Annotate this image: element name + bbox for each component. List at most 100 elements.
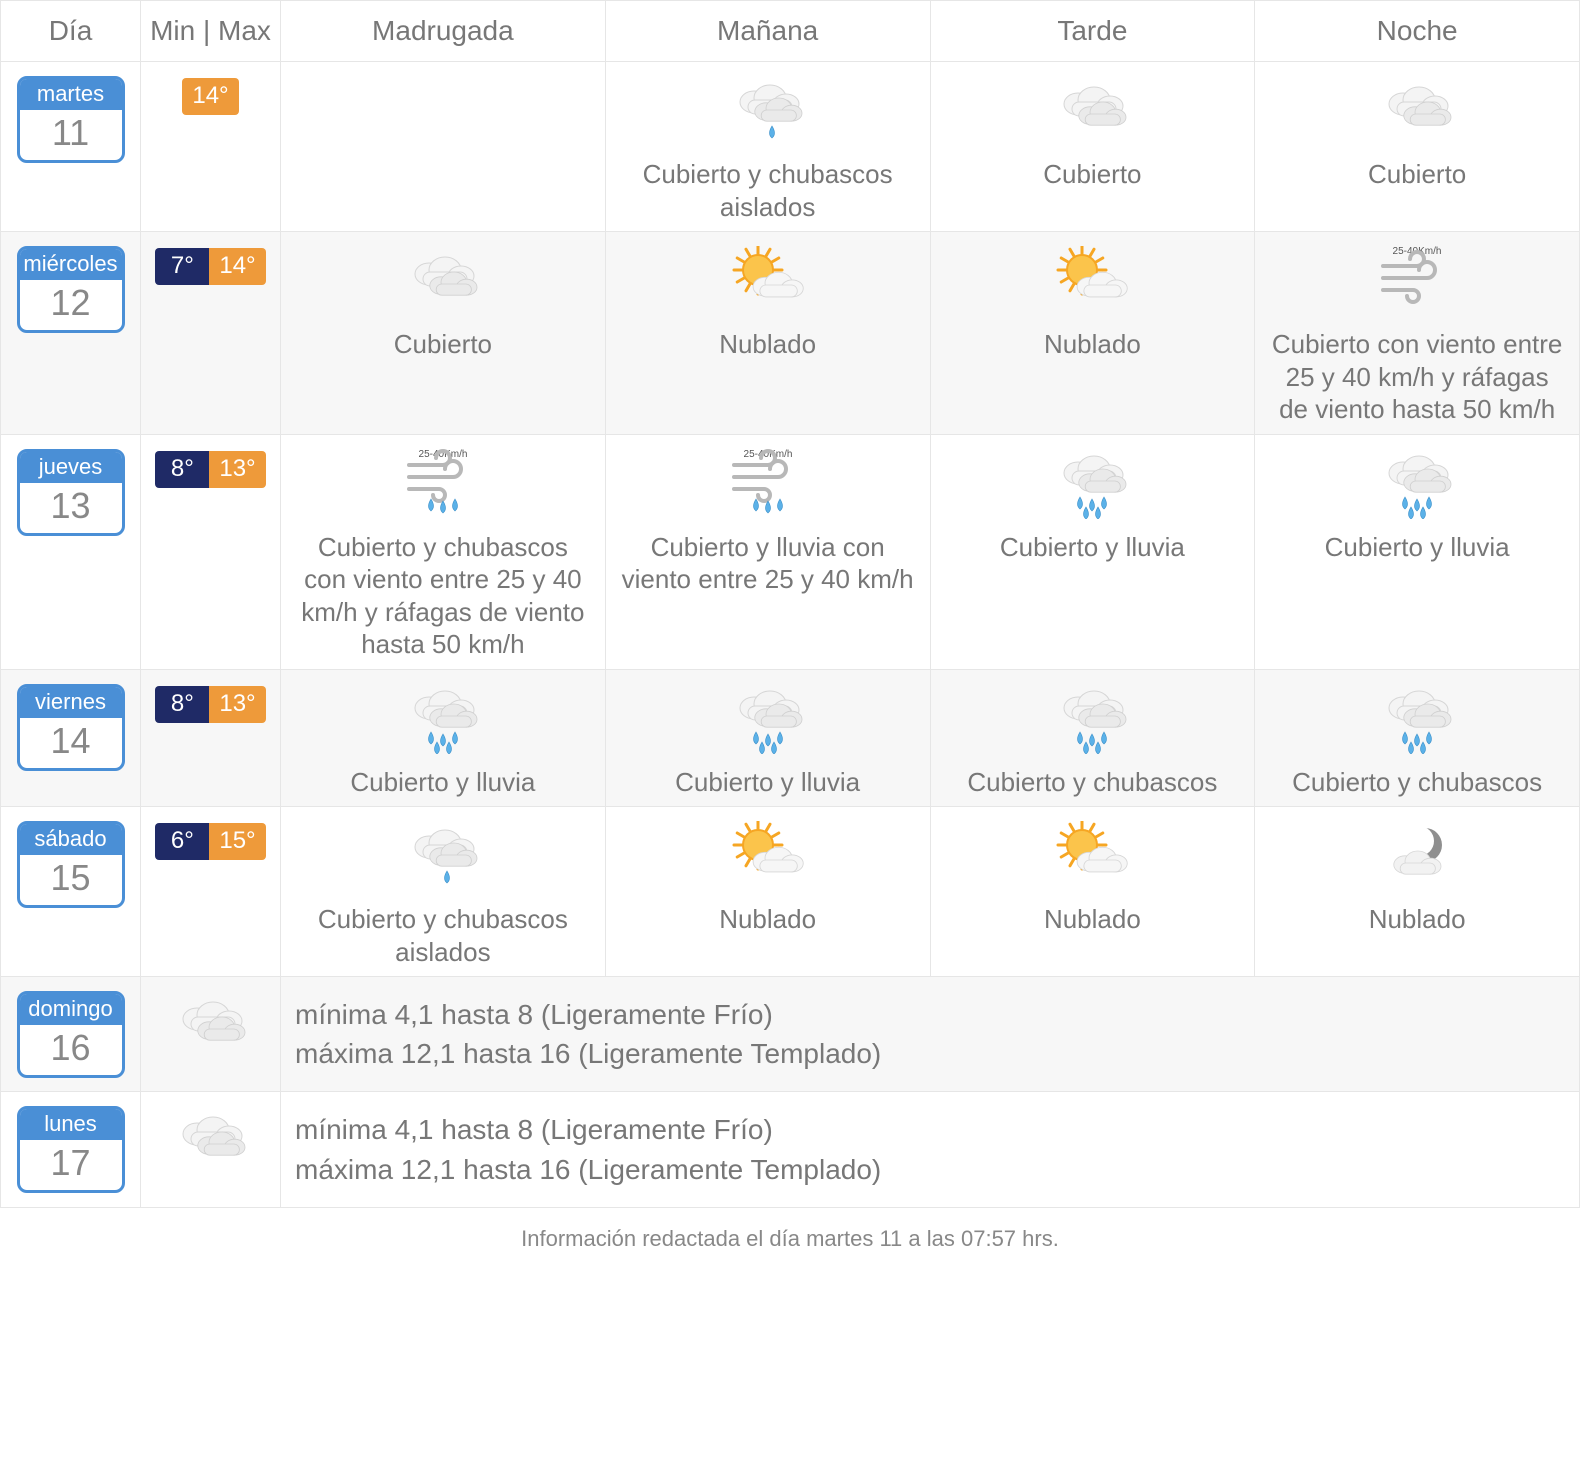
weather-icon — [287, 821, 599, 891]
weather-icon — [1261, 684, 1573, 754]
weather-icon — [937, 684, 1249, 754]
period-cell: Cubierto — [281, 232, 606, 435]
day-card[interactable]: miércoles 12 — [17, 246, 125, 333]
temp-cell: 8°13° — [141, 434, 281, 669]
weather-text: Cubierto y lluvia — [612, 766, 924, 799]
weather-text: Cubierto y lluvia con viento entre 25 y … — [612, 531, 924, 596]
temp-cell: 8°13° — [141, 669, 281, 807]
day-of-week: viernes — [20, 687, 122, 718]
summary-min-line: mínima 4,1 hasta 8 (Ligeramente Frío) — [295, 995, 1565, 1034]
weather-text: Nublado — [1261, 903, 1573, 936]
weather-icon — [612, 684, 924, 754]
period-cell: Cubierto — [930, 62, 1255, 232]
weather-icon — [612, 246, 924, 316]
temp-badges: 8°13° — [147, 451, 274, 488]
weather-text: Nublado — [937, 328, 1249, 361]
forecast-table: Día Min | Max Madrugada Mañana Tarde Noc… — [0, 0, 1580, 1208]
period-cell: Cubierto y chubascos aislados — [281, 807, 606, 977]
period-cell: Nublado — [1255, 807, 1580, 977]
day-card[interactable]: lunes 17 — [17, 1106, 125, 1193]
header-tarde: Tarde — [930, 1, 1255, 62]
day-cell: sábado 15 — [1, 807, 141, 977]
weather-text: Cubierto y chubascos con viento entre 25… — [287, 531, 599, 661]
temp-cell: 14° — [141, 62, 281, 232]
day-cell: jueves 13 — [1, 434, 141, 669]
weather-text: Cubierto — [937, 158, 1249, 191]
day-number: 12 — [20, 280, 122, 330]
max-temp-badge: 14° — [209, 248, 265, 285]
period-cell: Nublado — [930, 807, 1255, 977]
forecast-row: martes 11 14° Cubierto y chubascos aisla… — [1, 62, 1580, 232]
weather-text: Cubierto — [1261, 158, 1573, 191]
footer-note: Información redactada el día martes 11 a… — [0, 1208, 1580, 1270]
weather-icon — [612, 821, 924, 891]
day-cell: viernes 14 — [1, 669, 141, 807]
forecast-row: miércoles 12 7°14° Cubierto Nublado Nubl — [1, 232, 1580, 435]
weather-text: Cubierto y chubascos — [1261, 766, 1573, 799]
weather-icon — [287, 246, 599, 316]
header-temp: Min | Max — [141, 1, 281, 62]
day-of-week: martes — [20, 79, 122, 110]
summary-icon-cell — [141, 1092, 281, 1207]
period-cell: Nublado — [930, 232, 1255, 435]
day-number: 17 — [20, 1140, 122, 1190]
day-number: 14 — [20, 718, 122, 768]
day-cell: domingo 16 — [1, 977, 141, 1092]
weather-icon — [937, 449, 1249, 519]
weather-text: Cubierto con viento entre 25 y 40 km/h y… — [1261, 328, 1573, 426]
temp-badges: 7°14° — [147, 248, 274, 285]
period-cell — [281, 62, 606, 232]
header-day: Día — [1, 1, 141, 62]
day-card[interactable]: viernes 14 — [17, 684, 125, 771]
min-temp-badge: 7° — [155, 248, 209, 285]
weather-icon: 25-40Km/h — [612, 449, 924, 519]
period-cell: Cubierto y lluvia — [605, 669, 930, 807]
weather-icon — [147, 1106, 274, 1176]
day-card[interactable]: jueves 13 — [17, 449, 125, 536]
forecast-row: jueves 13 8°13° 25-40Km/h Cubierto y chub… — [1, 434, 1580, 669]
temp-cell: 7°14° — [141, 232, 281, 435]
day-of-week: lunes — [20, 1109, 122, 1140]
min-temp-badge: 8° — [155, 686, 209, 723]
day-number: 13 — [20, 483, 122, 533]
weather-text: Nublado — [937, 903, 1249, 936]
weather-text: Cubierto y chubascos aislados — [612, 158, 924, 223]
weather-icon — [147, 991, 274, 1061]
weather-icon: 25-40Km/h — [287, 449, 599, 519]
weather-text: Cubierto y chubascos aislados — [287, 903, 599, 968]
header-manana: Mañana — [605, 1, 930, 62]
day-number: 11 — [20, 110, 122, 160]
period-cell: Cubierto y lluvia — [930, 434, 1255, 669]
weather-icon — [1261, 449, 1573, 519]
weather-text: Nublado — [612, 903, 924, 936]
temp-badges: 8°13° — [147, 686, 274, 723]
period-cell: Nublado — [605, 232, 930, 435]
weather-text: Cubierto — [287, 328, 599, 361]
max-temp-badge: 13° — [209, 451, 265, 488]
header-madrugada: Madrugada — [281, 1, 606, 62]
summary-row: domingo 16 mínima 4,1 hasta 8 (Ligeramen… — [1, 977, 1580, 1092]
period-cell: 25-40Km/h Cubierto con viento entre 25 y… — [1255, 232, 1580, 435]
weather-icon — [287, 684, 599, 754]
max-temp-badge: 15° — [209, 823, 265, 860]
min-temp-badge: 8° — [155, 451, 209, 488]
summary-row: lunes 17 mínima 4,1 hasta 8 (Ligeramente… — [1, 1092, 1580, 1207]
summary-text-cell: mínima 4,1 hasta 8 (Ligeramente Frío) má… — [281, 1092, 1580, 1207]
period-cell: Cubierto — [1255, 62, 1580, 232]
summary-min-line: mínima 4,1 hasta 8 (Ligeramente Frío) — [295, 1110, 1565, 1149]
period-cell: Cubierto y chubascos — [1255, 669, 1580, 807]
weather-icon — [1261, 821, 1573, 891]
weather-text: Nublado — [612, 328, 924, 361]
day-card[interactable]: domingo 16 — [17, 991, 125, 1078]
period-cell: 25-40Km/h Cubierto y lluvia con viento e… — [605, 434, 930, 669]
period-cell: Cubierto y lluvia — [281, 669, 606, 807]
header-noche: Noche — [1255, 1, 1580, 62]
max-temp-badge: 14° — [182, 78, 238, 115]
day-of-week: jueves — [20, 452, 122, 483]
period-cell: Cubierto y chubascos — [930, 669, 1255, 807]
day-card[interactable]: martes 11 — [17, 76, 125, 163]
weather-text: Cubierto y lluvia — [937, 531, 1249, 564]
min-temp-badge: 6° — [155, 823, 209, 860]
day-card[interactable]: sábado 15 — [17, 821, 125, 908]
forecast-row: viernes 14 8°13° Cubierto y lluvia Cubi — [1, 669, 1580, 807]
